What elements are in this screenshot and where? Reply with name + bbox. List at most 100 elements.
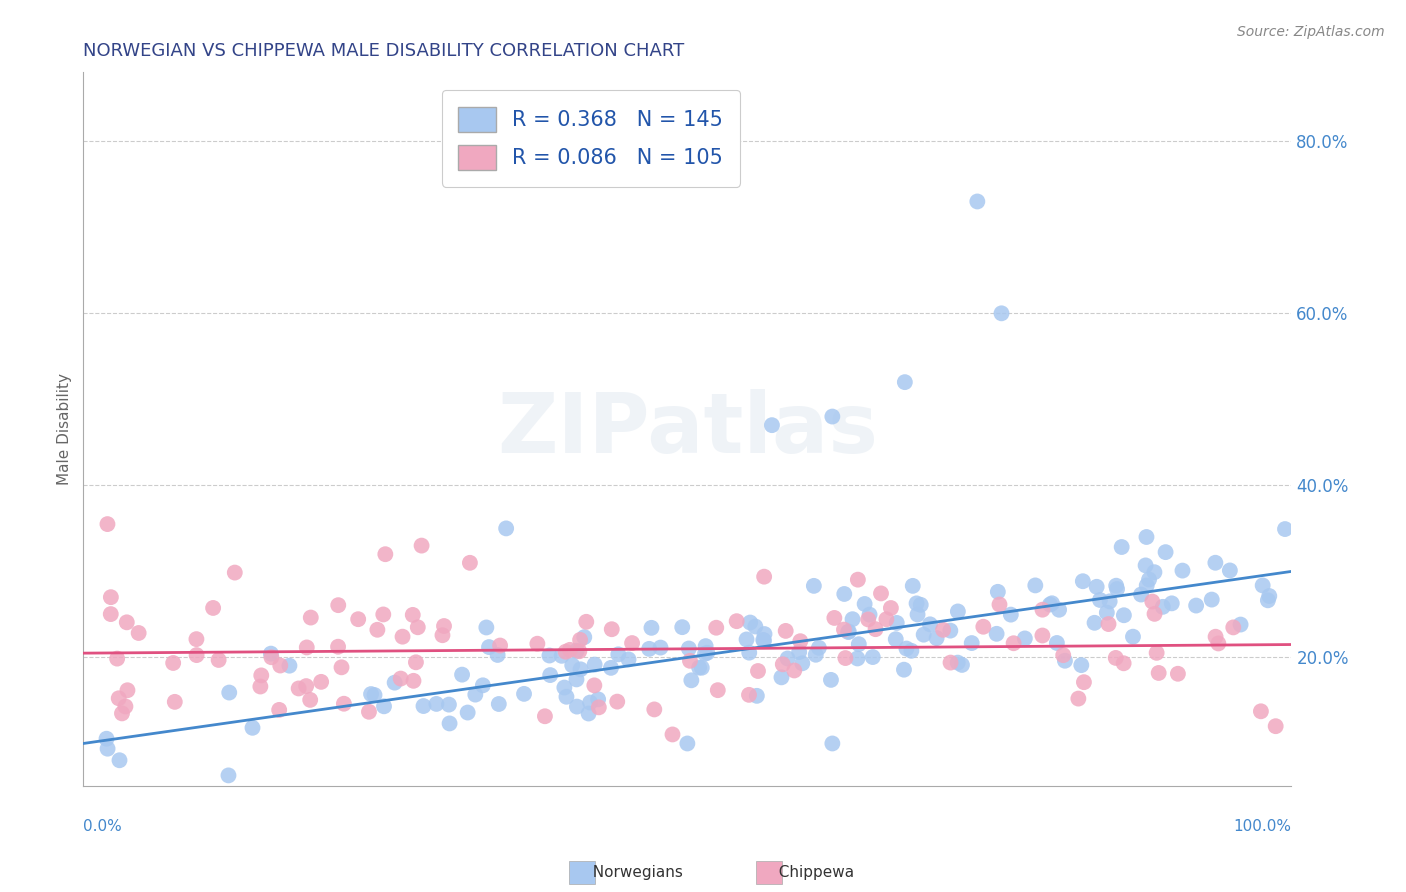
Point: [1107, 582, 1129, 596]
Point: [1039, 598, 1062, 612]
Text: Source: ZipAtlas.com: Source: ZipAtlas.com: [1237, 25, 1385, 39]
Point: [745, 689, 768, 703]
Point: [565, 699, 588, 714]
Point: [105, 651, 128, 665]
Point: [1264, 719, 1286, 733]
Point: [679, 654, 702, 668]
Point: [1014, 632, 1036, 646]
Point: [565, 644, 588, 658]
Point: [579, 696, 602, 710]
Point: [1142, 594, 1164, 608]
Point: [821, 409, 844, 424]
Point: [534, 709, 557, 723]
Point: [900, 644, 922, 658]
Point: [621, 636, 644, 650]
Point: [437, 698, 460, 712]
Point: [1208, 636, 1230, 650]
Point: [643, 702, 665, 716]
Point: [1040, 596, 1063, 610]
Point: [939, 624, 962, 638]
Point: [990, 306, 1012, 320]
Point: [1154, 545, 1177, 559]
Point: [586, 692, 609, 706]
Point: [1152, 599, 1174, 614]
Point: [224, 566, 246, 580]
Point: [561, 658, 583, 673]
Point: [972, 620, 994, 634]
Point: [858, 612, 880, 626]
Y-axis label: Male Disability: Male Disability: [58, 374, 72, 485]
Point: [1000, 607, 1022, 622]
Point: [848, 637, 870, 651]
Point: [1143, 565, 1166, 579]
Point: [1205, 630, 1227, 644]
Point: [638, 641, 661, 656]
Point: [617, 652, 640, 666]
Point: [569, 662, 592, 676]
Text: NORWEGIAN VS CHIPPEWA MALE DISABILITY CORRELATION CHART: NORWEGIAN VS CHIPPEWA MALE DISABILITY CO…: [83, 42, 685, 60]
Point: [439, 716, 461, 731]
Point: [471, 678, 494, 692]
Point: [373, 699, 395, 714]
Point: [574, 630, 596, 644]
Point: [433, 619, 456, 633]
Point: [1130, 588, 1153, 602]
Point: [538, 648, 561, 663]
Point: [488, 697, 510, 711]
Point: [389, 672, 412, 686]
Point: [832, 587, 855, 601]
Point: [464, 688, 486, 702]
Point: [1229, 617, 1251, 632]
Point: [896, 641, 918, 656]
Point: [607, 648, 630, 662]
Text: 0.0%: 0.0%: [83, 819, 122, 834]
Point: [1105, 651, 1128, 665]
Point: [600, 622, 623, 636]
Point: [1031, 628, 1053, 642]
Point: [807, 640, 830, 655]
Point: [554, 645, 576, 659]
Point: [406, 620, 429, 634]
Point: [186, 632, 208, 647]
Point: [1135, 530, 1157, 544]
Point: [693, 647, 716, 661]
Point: [704, 621, 727, 635]
Point: [661, 727, 683, 741]
Point: [217, 768, 239, 782]
Point: [821, 736, 844, 750]
Point: [870, 586, 893, 600]
Point: [1122, 630, 1144, 644]
Point: [846, 573, 869, 587]
Point: [1219, 564, 1241, 578]
Point: [838, 624, 860, 639]
Point: [333, 697, 356, 711]
Point: [865, 622, 887, 636]
Point: [411, 539, 433, 553]
Point: [295, 679, 318, 693]
Point: [744, 619, 766, 633]
Point: [946, 656, 969, 670]
Point: [1047, 603, 1070, 617]
Point: [495, 521, 517, 535]
Point: [1083, 615, 1105, 630]
Point: [208, 653, 231, 667]
Point: [1112, 608, 1135, 623]
Point: [907, 607, 929, 622]
Point: [366, 623, 388, 637]
Point: [846, 651, 869, 665]
Point: [925, 631, 948, 645]
Text: ZIPatlas: ZIPatlas: [496, 389, 877, 470]
Point: [966, 194, 988, 209]
Point: [569, 632, 592, 647]
Point: [287, 681, 309, 696]
Point: [299, 610, 322, 624]
Point: [880, 601, 903, 615]
Point: [457, 706, 479, 720]
Point: [747, 664, 769, 678]
Point: [1274, 522, 1296, 536]
Point: [735, 632, 758, 647]
Point: [901, 579, 924, 593]
Point: [1002, 636, 1025, 650]
Point: [328, 598, 350, 612]
Text: Norwegians: Norwegians: [583, 865, 683, 880]
